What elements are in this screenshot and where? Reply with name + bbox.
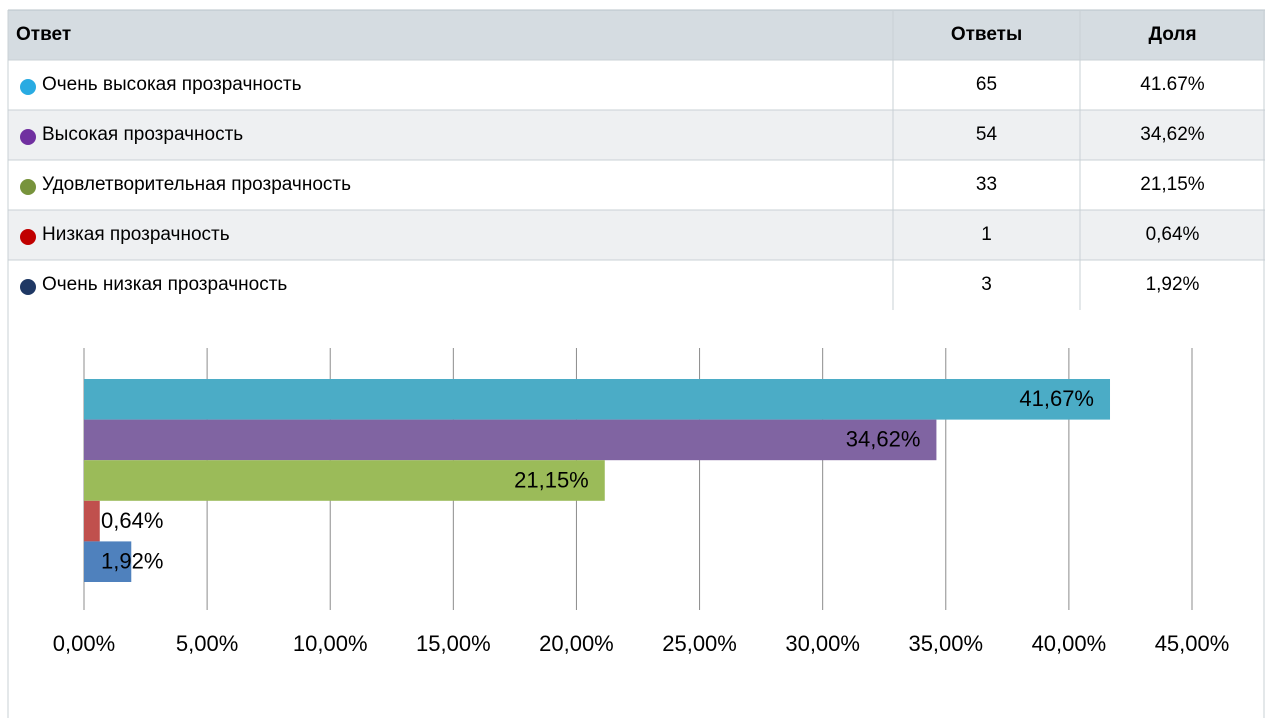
answer-cell: Очень высокая прозрачность — [42, 74, 302, 95]
answer-cell: Высокая прозрачность — [42, 124, 243, 145]
x-tick-label: 25,00% — [662, 631, 737, 656]
answer-cell: Низкая прозрачность — [42, 224, 230, 245]
count-cell: 1 — [981, 224, 992, 245]
table-row-bg — [8, 160, 1265, 210]
header-cell: Ответы — [951, 24, 1022, 45]
table-row-bg — [8, 110, 1265, 160]
answer-cell: Удовлетворительная прозрачность — [42, 174, 351, 195]
table-row-bg — [8, 60, 1265, 110]
x-tick-label: 10,00% — [293, 631, 368, 656]
answer-cell: Очень низкая прозрачность — [42, 274, 287, 295]
value-label: 0,64% — [101, 508, 163, 533]
count-cell: 65 — [976, 74, 997, 95]
count-cell: 54 — [976, 124, 998, 145]
legend-dot — [20, 79, 36, 95]
share-cell: 1,92% — [1146, 274, 1200, 295]
bar — [84, 541, 132, 582]
share-cell: 34,62% — [1140, 124, 1205, 145]
count-cell: 33 — [976, 174, 997, 195]
value-label: 34,62% — [846, 427, 921, 452]
count-cell: 3 — [981, 274, 992, 295]
bar — [84, 500, 100, 542]
value-label: 21,15% — [514, 467, 589, 492]
x-tick-label: 30,00% — [785, 631, 860, 656]
header-cell: Доля — [1148, 24, 1196, 45]
value-label: 1,92% — [101, 549, 163, 574]
bar — [84, 419, 937, 461]
table-row-bg — [8, 260, 1265, 310]
legend-dot — [20, 179, 36, 195]
table-row-bg — [8, 210, 1265, 260]
share-cell: 0,64% — [1146, 224, 1200, 245]
x-tick-label: 45,00% — [1155, 631, 1230, 656]
bar — [84, 460, 605, 501]
x-tick-label: 40,00% — [1032, 631, 1107, 656]
share-cell: 21,15% — [1140, 174, 1205, 195]
x-tick-label: 0,00% — [53, 631, 115, 656]
legend-dot — [20, 229, 36, 245]
legend-dot — [20, 129, 36, 145]
header-cell: Ответ — [16, 24, 71, 45]
table-header-bg — [8, 10, 1265, 60]
x-tick-label: 5,00% — [176, 631, 238, 656]
x-tick-label: 20,00% — [539, 631, 614, 656]
x-tick-label: 35,00% — [908, 631, 983, 656]
legend-dot — [20, 279, 36, 295]
x-tick-label: 15,00% — [416, 631, 491, 656]
bar — [84, 379, 1111, 420]
value-label: 41,67% — [1019, 386, 1094, 411]
share-cell: 41.67% — [1140, 74, 1205, 95]
